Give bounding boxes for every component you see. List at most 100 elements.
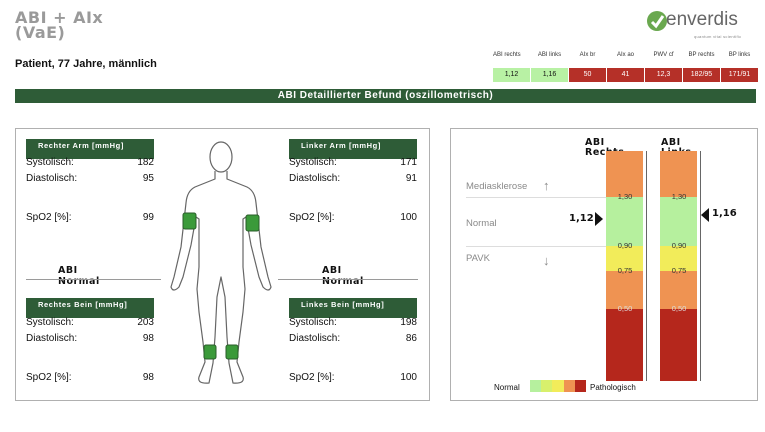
abi-scale-panel: ABI Rechts ABI Links Mediasklerose ↑ Nor… xyxy=(450,128,758,401)
summary-header-5: BP rechts xyxy=(688,52,715,58)
scale-axis-line-1 xyxy=(700,151,701,381)
bar-right-segment-3 xyxy=(606,271,643,309)
right-arm-systolic-value: 182 xyxy=(137,157,154,168)
left-arm-diastolic-label: Diastolisch: xyxy=(289,173,341,184)
measurement-panel: Rechter Arm [mmHg] Systolisch: 182 Diast… xyxy=(15,128,430,401)
summary-header-2: AIx br xyxy=(579,52,596,58)
summary-header-3: AIx ao xyxy=(616,52,634,58)
bar-left-tick-2: 0,75 xyxy=(671,266,687,275)
abi-right-value: 1,12 xyxy=(569,213,594,224)
right-arm-header: Rechter Arm [mmHg] xyxy=(26,139,154,159)
right-arm-spo2-label: SpO2 [%]: xyxy=(26,212,72,223)
bar-right-tick-3: 0,50 xyxy=(617,304,633,313)
summary-value-0: 1,12 xyxy=(493,68,530,82)
legend-swatch-4 xyxy=(563,380,575,392)
section-banner: ABI Detaillierter Befund (oszillometrisc… xyxy=(15,89,756,103)
right-arm-diastolic-label: Diastolisch: xyxy=(26,173,78,184)
summary-header-6: BP links xyxy=(728,52,751,58)
legend-swatch-2 xyxy=(541,380,553,392)
left-leg-systolic-label: Systolisch: xyxy=(289,317,337,328)
right-leg-spo2-value: 98 xyxy=(142,372,154,383)
left-arm-systolic-label: Systolisch: xyxy=(289,157,337,168)
right-arm-systolic-label: Systolisch: xyxy=(26,157,74,168)
divider-left xyxy=(26,279,161,280)
report-title: ABI + AIx (VaE) xyxy=(15,8,104,42)
zone-mediasklerose: Mediasklerose xyxy=(466,181,528,192)
bar-right-segment-1 xyxy=(606,197,643,246)
left-arm-diastolic-value: 91 xyxy=(405,173,417,184)
summary-value-2: 50 xyxy=(569,68,606,82)
arrow-up-icon: ↑ xyxy=(543,178,550,193)
summary-header-4: PWV cf xyxy=(653,52,674,58)
bar-right-segment-0 xyxy=(606,151,643,197)
abi-right-label: ABI xyxy=(58,265,78,276)
legend-swatch-3 xyxy=(552,380,564,392)
abi-left-status: ABI Normal xyxy=(322,265,364,287)
bar-left-segment-0 xyxy=(660,151,697,197)
abi-left-label: ABI xyxy=(322,265,342,276)
summary-header-1: ABI links xyxy=(537,52,562,58)
summary-value-6: 171/91 xyxy=(721,68,758,82)
abi-left-title-line1: ABI xyxy=(661,137,681,148)
legend-swatch-5 xyxy=(574,380,587,392)
summary-header-0: ABI rechts xyxy=(493,52,521,58)
bar-left-segment-2 xyxy=(660,246,697,271)
bar-left-tick-1: 0,90 xyxy=(671,241,687,250)
left-arm-header: Linker Arm [mmHg] xyxy=(289,139,417,159)
left-leg-diastolic-label: Diastolisch: xyxy=(289,333,341,344)
bar-left-segment-4 xyxy=(660,309,697,381)
divider-right xyxy=(278,279,418,280)
right-leg-systolic-label: Systolisch: xyxy=(26,317,74,328)
logo-icon xyxy=(647,11,667,31)
legend-normal-label: Normal xyxy=(494,383,520,392)
right-leg-systolic-value: 203 xyxy=(137,317,154,328)
bar-left-segment-3 xyxy=(660,271,697,309)
abi-right-status: ABI Normal xyxy=(58,265,100,287)
abi-right-title-line2: Rechts xyxy=(585,147,625,158)
abi-left-value: 1,16 xyxy=(712,208,737,219)
abi-right-marker-icon xyxy=(595,212,603,226)
abi-left-marker-icon xyxy=(701,208,709,222)
left-leg-diastolic-value: 86 xyxy=(405,333,417,344)
left-leg-header: Linkes Bein [mmHg] xyxy=(289,298,417,318)
left-arm-spo2-label: SpO2 [%]: xyxy=(289,212,335,223)
bar-right-segment-4 xyxy=(606,309,643,381)
bar-left-tick-0: 1,30 xyxy=(671,192,687,201)
right-arm-spo2-value: 99 xyxy=(142,212,154,223)
body-outline-icon xyxy=(170,141,272,384)
abi-right-value: Normal xyxy=(58,276,100,287)
right-leg-diastolic-label: Diastolisch: xyxy=(26,333,78,344)
zone-normal: Normal xyxy=(466,218,497,229)
summary-value-4: 12,3 xyxy=(645,68,682,82)
logo-tagline: quantum vital scientific xyxy=(694,34,742,39)
right-leg-diastolic-value: 98 xyxy=(142,333,154,344)
patient-info: Patient, 77 Jahre, männlich xyxy=(15,58,157,70)
left-arm-spo2-value: 100 xyxy=(400,212,417,223)
enverdis-logo: enverdis quantum vital scientific xyxy=(646,8,756,42)
left-leg-systolic-value: 198 xyxy=(400,317,417,328)
right-leg-spo2-label: SpO2 [%]: xyxy=(26,372,72,383)
summary-value-5: 182/95 xyxy=(683,68,720,82)
summary-value-3: 41 xyxy=(607,68,644,82)
right-leg-header: Rechtes Bein [mmHg] xyxy=(26,298,154,318)
zone-pavk: PAVK xyxy=(466,253,490,264)
arrow-down-icon: ↓ xyxy=(543,253,550,268)
scale-axis-line-0 xyxy=(646,151,647,381)
summary-value-1: 1,16 xyxy=(531,68,568,82)
legend-swatch-1 xyxy=(530,380,542,392)
legend-swatches xyxy=(530,380,587,392)
abi-left-value: Normal xyxy=(322,276,364,287)
bar-left-segment-1 xyxy=(660,197,697,246)
bar-right-tick-2: 0,75 xyxy=(617,266,633,275)
bar-right-tick-1: 0,90 xyxy=(617,241,633,250)
left-arm-systolic-value: 171 xyxy=(400,157,417,168)
right-arm-diastolic-value: 95 xyxy=(142,173,154,184)
left-leg-spo2-value: 100 xyxy=(400,372,417,383)
logo-word: enverdis xyxy=(666,9,738,30)
left-leg-spo2-label: SpO2 [%]: xyxy=(289,372,335,383)
bar-right-segment-2 xyxy=(606,246,643,271)
bar-right-tick-0: 1,30 xyxy=(617,192,633,201)
legend-pathological-label: Pathologisch xyxy=(590,383,636,392)
zone-divider-1 xyxy=(466,197,606,198)
abi-right-title: ABI Rechts xyxy=(585,138,624,158)
